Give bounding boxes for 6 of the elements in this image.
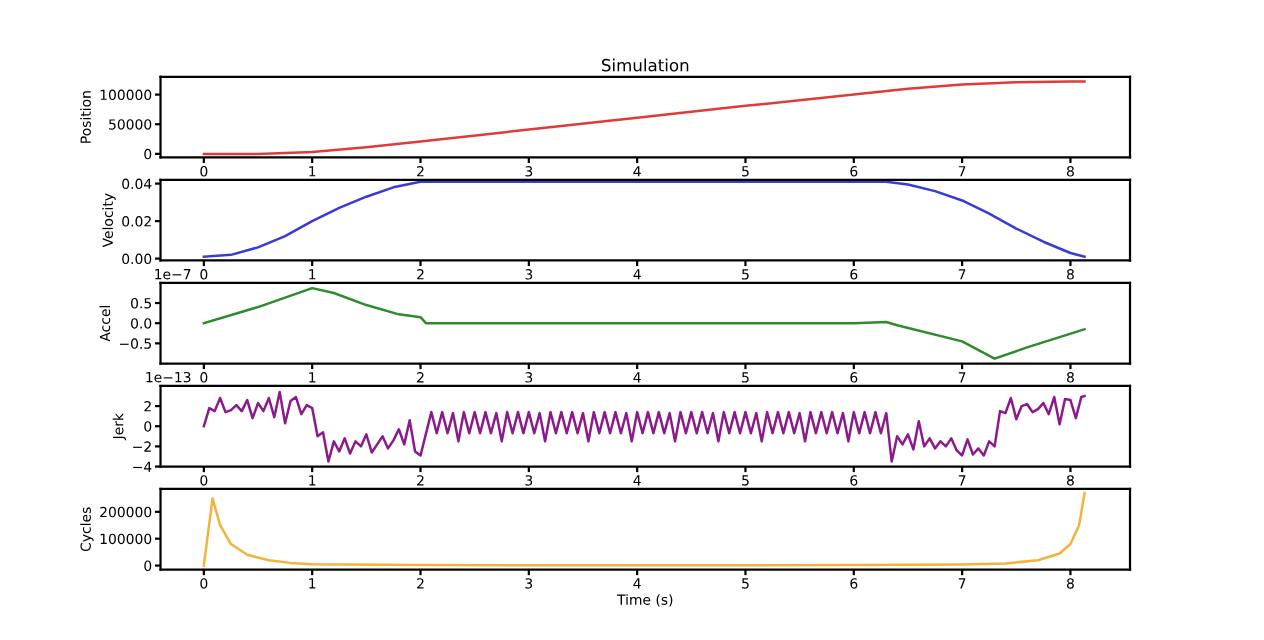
line-series xyxy=(202,286,1086,360)
line-series xyxy=(202,180,1086,258)
line-series xyxy=(202,390,1086,463)
line-series xyxy=(202,80,1086,156)
chart-title: Simulation xyxy=(601,58,689,72)
line-series xyxy=(202,491,1086,567)
